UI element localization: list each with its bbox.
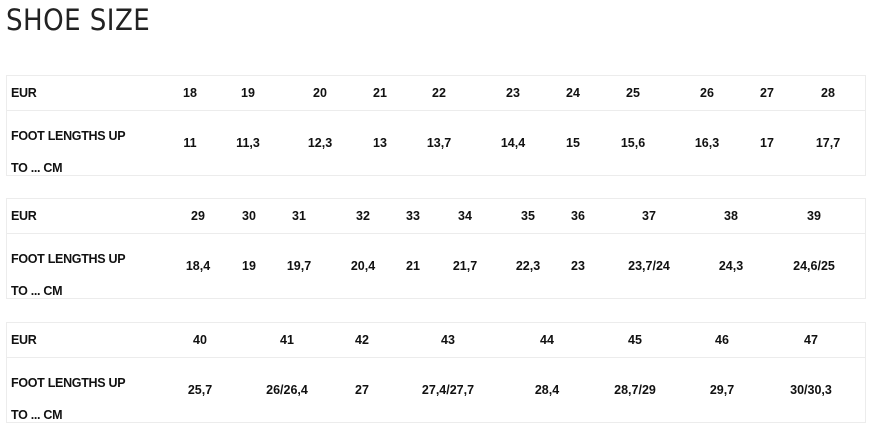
foot-length-cell: 26/26,4	[266, 383, 308, 397]
foot-length-cell: 18,4	[185, 259, 211, 273]
foot-length-cell: 24,3	[718, 259, 744, 273]
eur-size-cell: 22	[432, 86, 446, 100]
foot-length-cell: 13,7	[426, 136, 452, 150]
eur-size-cell: 32	[356, 209, 370, 223]
eur-label: EUR	[11, 209, 37, 223]
foot-length-cell: 27,4/27,7	[421, 383, 475, 397]
foot-length-cell: 30/30,3	[790, 383, 832, 397]
eur-size-cell: 29	[191, 209, 205, 223]
foot-length-cell: 21,7	[452, 259, 478, 273]
foot-length-cell: 13	[373, 136, 387, 150]
foot-length-cell: 15	[566, 136, 580, 150]
foot-length-cell: 27	[355, 383, 369, 397]
row-divider	[7, 357, 865, 358]
eur-label: EUR	[11, 86, 37, 100]
eur-size-cell: 43	[441, 333, 455, 347]
eur-size-cell: 31	[292, 209, 306, 223]
eur-size-cell: 45	[628, 333, 642, 347]
eur-size-cell: 18	[183, 86, 197, 100]
eur-size-cell: 23	[506, 86, 520, 100]
foot-length-cell: 15,6	[620, 136, 646, 150]
foot-length-cell: 28,4	[534, 383, 560, 397]
foot-length-cell: 17,7	[815, 136, 841, 150]
foot-length-cell: 23	[571, 259, 585, 273]
eur-size-cell: 19	[241, 86, 255, 100]
foot-length-label-line2: TO ... CM	[11, 408, 63, 422]
foot-length-cell: 11	[183, 136, 197, 150]
foot-length-label-line1: FOOT LENGTHS UP	[11, 252, 126, 266]
eur-size-cell: 21	[373, 86, 387, 100]
eur-size-cell: 39	[807, 209, 821, 223]
eur-size-cell: 33	[406, 209, 420, 223]
eur-size-cell: 24	[566, 86, 580, 100]
eur-size-cell: 42	[355, 333, 369, 347]
foot-length-cell: 20,4	[350, 259, 376, 273]
foot-length-cell: 19,7	[286, 259, 312, 273]
eur-size-cell: 37	[642, 209, 656, 223]
foot-length-cell: 12,3	[307, 136, 333, 150]
row-divider	[7, 110, 865, 111]
eur-label: EUR	[11, 333, 37, 347]
foot-length-cell: 19	[242, 259, 256, 273]
eur-size-cell: 34	[458, 209, 472, 223]
foot-length-cell: 28,7/29	[614, 383, 656, 397]
foot-length-cell: 21	[406, 259, 420, 273]
eur-size-cell: 46	[715, 333, 729, 347]
eur-size-cell: 30	[242, 209, 256, 223]
foot-length-label-line1: FOOT LENGTHS UP	[11, 129, 126, 143]
foot-length-cell: 25,7	[187, 383, 213, 397]
foot-length-cell: 17	[760, 136, 774, 150]
eur-size-cell: 27	[760, 86, 774, 100]
foot-length-cell: 29,7	[709, 383, 735, 397]
eur-size-cell: 36	[571, 209, 585, 223]
page-title: SHOE SIZE	[6, 3, 151, 37]
eur-size-cell: 25	[626, 86, 640, 100]
foot-length-cell: 11,3	[236, 136, 260, 150]
eur-size-cell: 35	[521, 209, 535, 223]
foot-length-cell: 23,7/24	[628, 259, 670, 273]
foot-length-label-line2: TO ... CM	[11, 161, 63, 175]
foot-length-label-line2: TO ... CM	[11, 284, 63, 298]
eur-size-cell: 20	[313, 86, 327, 100]
foot-length-cell: 22,3	[515, 259, 541, 273]
foot-length-label: FOOT LENGTHS UP TO ... CM	[11, 367, 126, 431]
eur-size-cell: 44	[540, 333, 554, 347]
row-divider	[7, 233, 865, 234]
eur-size-cell: 28	[821, 86, 835, 100]
foot-length-cell: 24,6/25	[793, 259, 835, 273]
eur-size-cell: 41	[280, 333, 294, 347]
foot-length-cell: 16,3	[694, 136, 720, 150]
size-table: EUR FOOT LENGTHS UP TO ... CM 40 25,7 41 26/26…	[6, 322, 866, 423]
foot-length-label: FOOT LENGTHS UP TO ... CM	[11, 120, 126, 184]
eur-size-cell: 40	[193, 333, 207, 347]
foot-length-cell: 14,4	[500, 136, 526, 150]
eur-size-cell: 38	[724, 209, 738, 223]
foot-length-label-line1: FOOT LENGTHS UP	[11, 376, 126, 390]
size-table: EUR FOOT LENGTHS UP TO ... CM 18 11 19 11,3 20 1…	[6, 75, 866, 176]
eur-size-cell: 47	[804, 333, 818, 347]
foot-length-label: FOOT LENGTHS UP TO ... CM	[11, 243, 126, 307]
eur-size-cell: 26	[700, 86, 714, 100]
size-table: EUR FOOT LENGTHS UP TO ... CM 29 18,4 30 19 31 1…	[6, 198, 866, 299]
